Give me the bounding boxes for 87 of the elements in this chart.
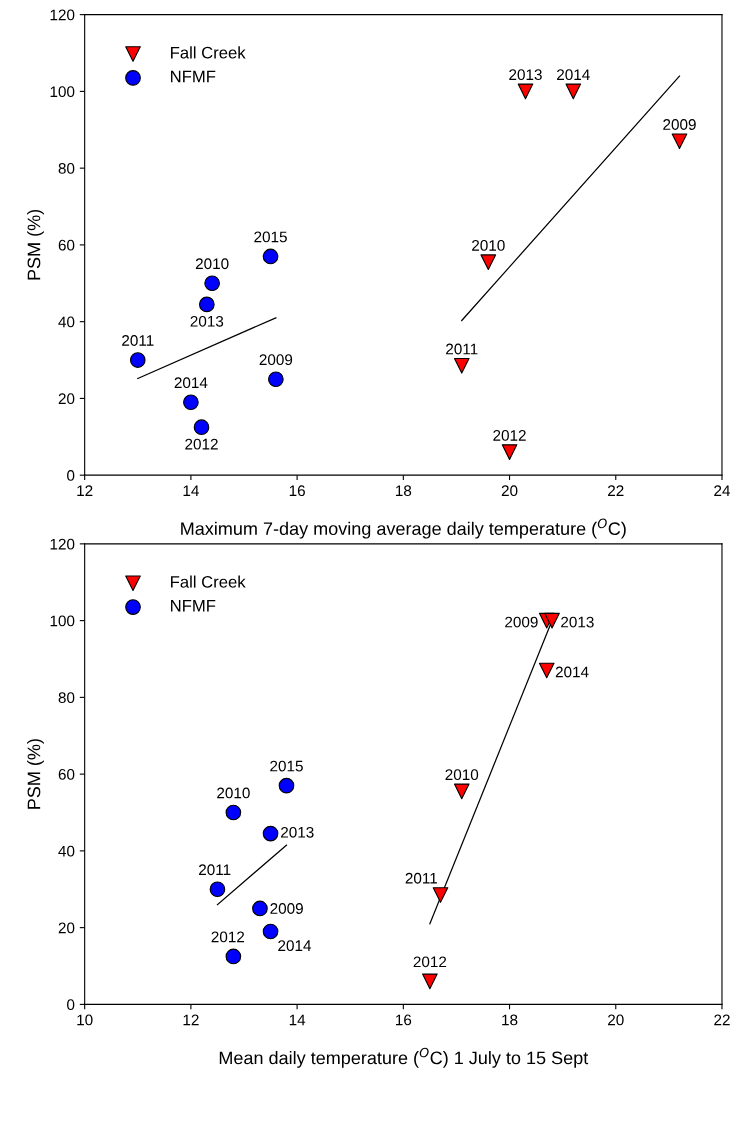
- point: [432, 887, 449, 903]
- y-axis-title: PSM (%): [27, 739, 44, 809]
- annotation: 2014: [555, 666, 589, 678]
- point: [193, 419, 210, 436]
- point: [262, 923, 279, 940]
- annotation: 2011: [405, 872, 437, 884]
- annotation: 2009: [270, 903, 303, 914]
- annotation: 2014: [278, 940, 312, 952]
- x-tick-label: 18: [396, 485, 412, 497]
- annotation: 2013: [561, 616, 594, 628]
- point: [544, 612, 560, 629]
- point: [262, 248, 279, 265]
- point: [252, 900, 268, 917]
- annotation: 2014: [174, 377, 208, 389]
- y-tick-label: 0: [67, 999, 75, 1011]
- x-tick-label: 14: [183, 485, 199, 496]
- y-tick-label: 60: [58, 239, 75, 251]
- annotation: 2012: [413, 956, 447, 968]
- y-tick-label: 120: [50, 538, 75, 550]
- x-tick-label: 22: [714, 1014, 730, 1026]
- y-tick-label: 60: [58, 768, 75, 780]
- point: [209, 881, 226, 898]
- x-tick-label: 12: [77, 485, 93, 496]
- annotation: 2009: [505, 616, 538, 628]
- x-tick-label: 10: [77, 1014, 93, 1026]
- annotation: 2012: [211, 931, 245, 943]
- annotation: 2009: [259, 354, 293, 366]
- annotation: 2011: [446, 343, 478, 355]
- annotation: 2013: [509, 69, 542, 81]
- annotation: 2011: [122, 335, 154, 346]
- point: [268, 371, 284, 388]
- y-tick-label: 100: [50, 86, 75, 98]
- x-tick-label: 22: [608, 485, 624, 496]
- x-tick-label: 16: [396, 1014, 412, 1026]
- point: [225, 948, 242, 965]
- point: [538, 662, 555, 679]
- annotation: 2013: [281, 826, 314, 838]
- legend-label: Fall Creek: [171, 575, 246, 588]
- point: [671, 133, 688, 150]
- x-tick-label: 16: [289, 485, 305, 497]
- annotation: 2011: [199, 864, 231, 876]
- x-tick-label: 20: [501, 485, 518, 497]
- x-tick-label: 20: [608, 1014, 624, 1026]
- annotation: 2012: [185, 438, 218, 450]
- x-tick-label: 12: [183, 1014, 199, 1026]
- y-tick-label: 80: [58, 692, 75, 704]
- y-tick-label: 40: [58, 845, 75, 857]
- x-tick-label: 14: [289, 1014, 306, 1026]
- annotation: 2015: [254, 231, 287, 243]
- point: [198, 296, 215, 313]
- x-axis-title: Mean daily temperature ($^{O}$C) 1 July to 15 Sept: [219, 1047, 589, 1068]
- y-tick-label: 100: [50, 615, 75, 627]
- point: [183, 394, 199, 411]
- x-tick-label: 18: [502, 1014, 518, 1026]
- point: [262, 825, 279, 842]
- y-tick-label: 40: [58, 316, 75, 328]
- x-axis-title: Maximum 7-day moving average daily temperature ($^{O}$C): [181, 518, 626, 539]
- point: [501, 444, 518, 460]
- point: [453, 783, 470, 800]
- annotation: 2010: [445, 769, 479, 781]
- point: [278, 777, 295, 794]
- point: [204, 275, 220, 292]
- point: [453, 357, 470, 374]
- point: [480, 254, 497, 271]
- legend-label: Fall Creek: [171, 46, 246, 59]
- y-tick-label: 80: [58, 163, 75, 174]
- y-tick-label: 20: [58, 393, 75, 405]
- annotation: 2012: [493, 429, 526, 441]
- annotation: 2014: [557, 69, 590, 81]
- y-axis-title: PSM (%): [27, 209, 44, 280]
- y-tick-label: 20: [58, 922, 75, 934]
- point: [517, 83, 534, 100]
- annotation: 2010: [195, 258, 229, 270]
- annotation: 2015: [270, 760, 303, 772]
- point: [225, 804, 242, 821]
- legend-label: NFMF: [171, 70, 216, 83]
- y-tick-label: 120: [50, 9, 75, 21]
- point: [129, 352, 146, 368]
- annotation: 2010: [217, 787, 250, 799]
- point: [422, 973, 438, 990]
- annotation: 2013: [190, 315, 224, 327]
- annotation: 2009: [663, 119, 696, 130]
- legend-label: NFMF: [171, 600, 216, 612]
- point: [565, 83, 582, 100]
- x-tick-label: 24: [714, 485, 731, 496]
- y-tick-label: 0: [67, 470, 75, 481]
- annotation: 2010: [472, 240, 505, 251]
